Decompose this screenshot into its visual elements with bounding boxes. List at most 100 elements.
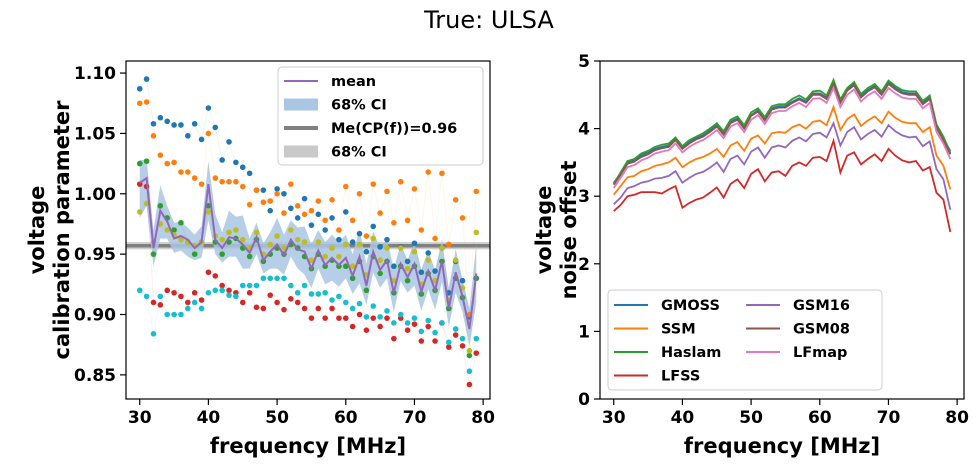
data-point — [473, 229, 480, 236]
data-point — [349, 305, 356, 312]
data-point — [466, 368, 473, 375]
y-axis-label: voltage noise offset — [532, 161, 581, 300]
legend-label: GMOSS — [661, 298, 720, 314]
data-point — [329, 305, 335, 312]
data-point — [363, 287, 370, 294]
data-point — [425, 169, 431, 175]
data-point — [418, 227, 425, 233]
x-tick-label: 80 — [945, 408, 969, 428]
data-point — [198, 136, 205, 143]
data-point — [315, 198, 322, 204]
data-point — [356, 300, 363, 307]
data-point — [336, 253, 342, 260]
data-point — [191, 175, 198, 181]
data-point — [219, 178, 225, 185]
y-tick-label: 1.05 — [74, 124, 116, 144]
data-point — [219, 251, 225, 257]
data-point — [157, 293, 164, 300]
data-point — [391, 320, 397, 326]
data-point — [274, 299, 280, 306]
data-point — [459, 215, 466, 221]
data-point — [404, 258, 411, 265]
data-point — [253, 187, 260, 193]
series-line-lfmap — [612, 85, 952, 189]
x-tick-label: 40 — [671, 408, 695, 428]
data-point — [452, 326, 459, 332]
series-line-lfss — [613, 137, 952, 233]
data-point — [391, 219, 397, 226]
legend-label: 68% CI — [331, 98, 387, 114]
data-point — [452, 332, 459, 338]
data-point — [178, 219, 184, 226]
data-point — [281, 275, 287, 282]
data-point — [219, 287, 225, 294]
data-point — [246, 253, 253, 260]
data-point — [267, 292, 274, 298]
data-point — [301, 239, 308, 245]
data-point — [370, 235, 377, 242]
data-point — [288, 181, 294, 187]
legend-patch — [284, 98, 318, 111]
data-point — [239, 183, 246, 190]
legend-frame — [277, 66, 484, 166]
data-point — [370, 223, 377, 230]
data-point — [466, 352, 473, 359]
data-point — [322, 227, 328, 233]
data-point — [150, 331, 157, 337]
plot-frame — [599, 60, 965, 400]
data-point — [301, 211, 308, 218]
data-point — [253, 304, 260, 311]
legend-label: Haslam — [661, 345, 721, 361]
data-point — [281, 306, 287, 313]
x-tick-label: 70 — [403, 408, 427, 428]
data-point — [136, 100, 143, 107]
legend-label: GSM08 — [793, 322, 850, 338]
data-point — [205, 130, 212, 137]
y-tick-label: 0.85 — [74, 366, 116, 386]
data-point — [439, 170, 445, 177]
data-point — [308, 315, 315, 321]
figure-title: True: ULSA — [424, 6, 554, 34]
legend-label: GSM16 — [793, 298, 850, 314]
data-point — [336, 227, 342, 233]
data-point — [370, 181, 377, 187]
data-point — [253, 282, 260, 289]
data-point — [150, 133, 157, 139]
data-point — [418, 269, 425, 276]
data-point — [418, 338, 425, 344]
data-point — [377, 210, 383, 216]
data-point — [198, 297, 205, 303]
data-point — [260, 187, 267, 193]
series-line-gmoss — [612, 80, 952, 184]
legend: mean 68% CI Me(CP(f))=0.96 68% CI — [277, 66, 484, 166]
data-point — [267, 207, 274, 214]
data-point — [404, 320, 411, 326]
data-point — [239, 299, 246, 306]
data-point — [459, 335, 466, 342]
data-point — [239, 236, 246, 243]
x-tick-label: 70 — [877, 408, 901, 428]
data-point — [411, 248, 418, 255]
legend-patch — [284, 145, 318, 158]
data-point — [363, 314, 370, 320]
data-point — [404, 327, 411, 333]
data-point — [260, 305, 267, 312]
x-tick-label: 60 — [334, 408, 358, 428]
x-axis-label: frequency [MHz] — [210, 434, 406, 458]
data-point — [377, 270, 383, 277]
data-point — [342, 315, 349, 321]
data-point — [411, 321, 418, 327]
data-point — [315, 305, 322, 312]
data-point — [308, 222, 315, 228]
data-point — [294, 215, 301, 221]
data-point — [301, 195, 308, 202]
data-point — [377, 323, 383, 330]
data-point — [384, 315, 390, 321]
data-point — [226, 229, 232, 236]
data-point — [136, 160, 143, 167]
data-point — [377, 314, 383, 320]
data-point — [370, 303, 377, 309]
data-point — [267, 198, 274, 204]
data-point — [260, 275, 267, 282]
